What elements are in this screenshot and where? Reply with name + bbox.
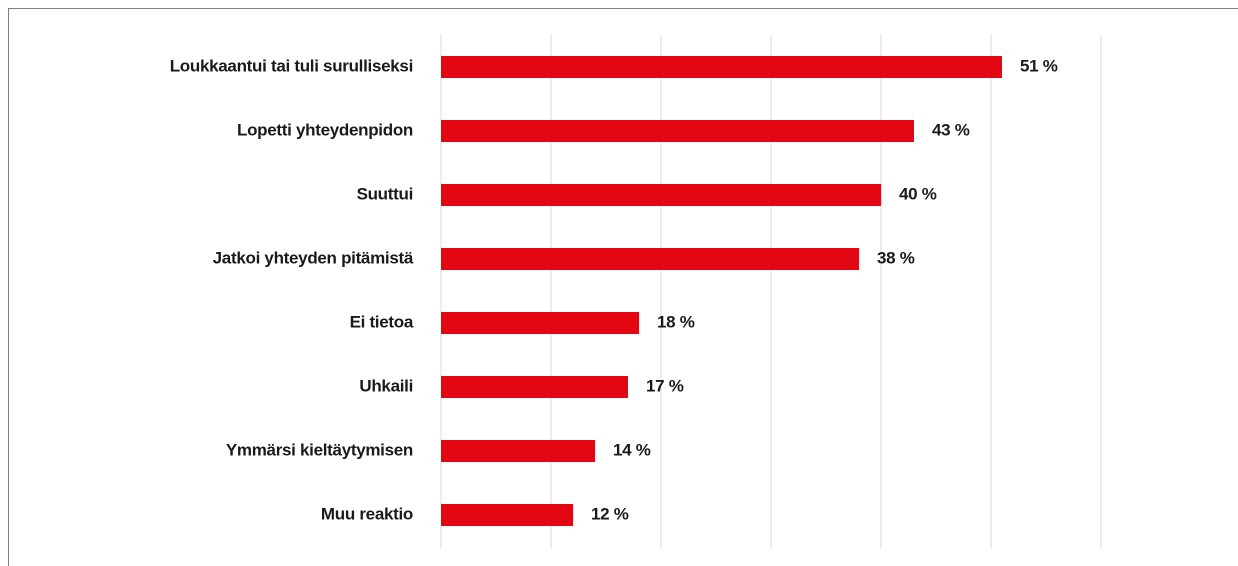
bar: [441, 312, 639, 334]
category-label: Ymmärsi kieltäytymisen: [226, 440, 413, 459]
category-label: Loukkaantui tai tuli surulliseksi: [170, 56, 413, 75]
bar: [441, 504, 573, 526]
value-label: 43 %: [932, 120, 970, 139]
bar: [441, 248, 859, 270]
bar: [441, 440, 595, 462]
value-label: 38 %: [877, 248, 915, 267]
category-label: Uhkaili: [359, 376, 413, 395]
category-label: Ei tietoa: [350, 312, 414, 331]
category-label: Muu reaktio: [321, 504, 413, 523]
value-label: 17 %: [646, 376, 684, 395]
category-label: Jatkoi yhteyden pitämistä: [213, 248, 414, 267]
value-label: 12 %: [591, 504, 629, 523]
category-label: Suuttui: [357, 184, 413, 203]
bar: [441, 56, 1002, 78]
value-label: 40 %: [899, 184, 937, 203]
bar: [441, 376, 628, 398]
value-label: 51 %: [1020, 56, 1058, 75]
value-label: 14 %: [613, 440, 651, 459]
category-label: Lopetti yhteydenpidon: [237, 120, 413, 139]
bar: [441, 120, 914, 142]
frame: [8, 8, 1238, 566]
value-label: 18 %: [657, 312, 695, 331]
bar: [441, 184, 881, 206]
